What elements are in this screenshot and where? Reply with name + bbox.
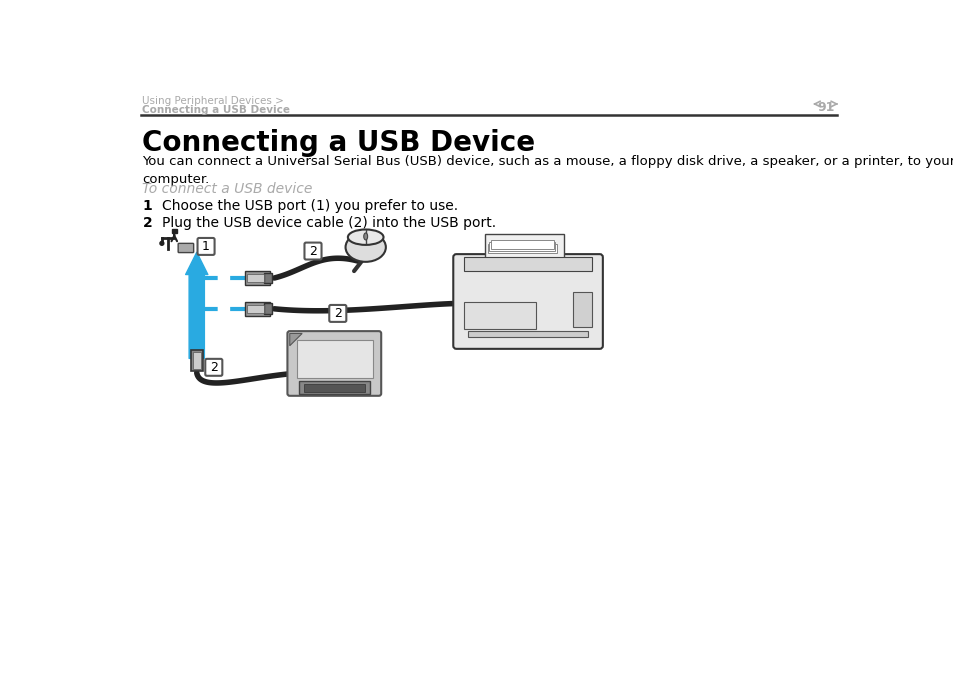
Ellipse shape [363,233,367,240]
Text: You can connect a Universal Serial Bus (USB) device, such as a mouse, a floppy d: You can connect a Universal Serial Bus (… [142,155,953,186]
Ellipse shape [348,229,383,245]
Text: Connecting a USB Device: Connecting a USB Device [142,104,291,115]
Bar [484,234,563,261]
FancyBboxPatch shape [453,254,602,349]
FancyBboxPatch shape [197,238,214,255]
Bar [468,331,587,336]
Bar [245,302,270,315]
Text: 1: 1 [202,240,210,253]
FancyBboxPatch shape [178,243,193,253]
Text: 2: 2 [309,245,316,257]
Bar [487,244,557,253]
FancyBboxPatch shape [287,331,381,396]
FancyBboxPatch shape [304,243,321,259]
Bar [464,302,536,329]
FancyBboxPatch shape [205,359,222,376]
Text: 2: 2 [334,307,341,320]
Ellipse shape [345,233,385,262]
Bar [303,384,365,392]
Text: Choose the USB port (1) you prefer to use.: Choose the USB port (1) you prefer to us… [162,200,457,214]
Bar [193,352,200,369]
Bar [491,239,553,249]
Bar [489,242,555,251]
Text: Connecting a USB Device: Connecting a USB Device [142,129,535,156]
Text: 1: 1 [142,200,152,214]
Bar [191,350,203,371]
Polygon shape [290,334,302,346]
Text: To connect a USB device: To connect a USB device [142,182,313,195]
FancyArrowPatch shape [186,252,208,359]
Text: Using Peripheral Devices >: Using Peripheral Devices > [142,96,284,106]
Bar [172,229,176,233]
Circle shape [160,241,164,245]
Text: 2: 2 [210,361,217,374]
Bar [297,340,373,378]
FancyBboxPatch shape [329,305,346,322]
Bar [464,257,592,271]
Bar [298,381,369,394]
Bar [572,292,592,326]
Text: Plug the USB device cable (2) into the USB port.: Plug the USB device cable (2) into the U… [162,216,496,230]
Bar [245,271,270,285]
Bar [247,305,264,313]
Bar [264,303,272,314]
Bar [264,272,272,283]
Text: 2: 2 [142,216,152,230]
Text: 91: 91 [817,101,834,114]
Bar [247,274,264,282]
